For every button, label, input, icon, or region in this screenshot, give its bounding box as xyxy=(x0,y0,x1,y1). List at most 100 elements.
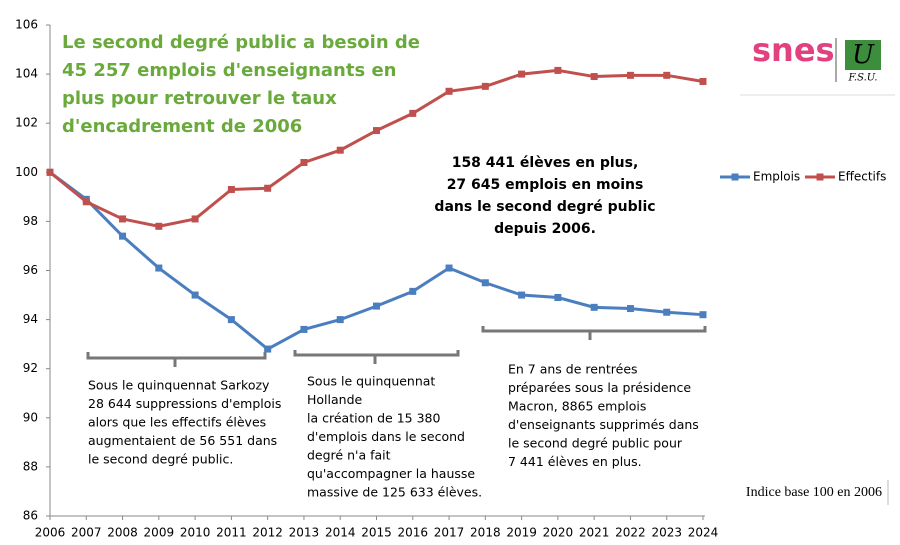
annotation-text: préparées sous la présidence xyxy=(508,380,691,395)
logo-fsu: F.S.U. xyxy=(848,73,878,84)
series-marker xyxy=(300,158,308,166)
series-marker xyxy=(336,316,344,324)
series-marker xyxy=(191,215,199,223)
x-tick-label: 2017 xyxy=(434,526,465,540)
annotation-text: augmentaient de 56 551 dans xyxy=(88,433,277,448)
x-tick-label: 2006 xyxy=(35,526,66,540)
series-marker xyxy=(518,70,526,78)
annotation-text: le second degré public pour xyxy=(508,436,683,451)
series-marker xyxy=(554,294,562,302)
series-marker xyxy=(300,325,308,333)
series-marker xyxy=(481,82,489,90)
series-marker xyxy=(663,71,671,79)
logo-snes: snes xyxy=(752,31,835,69)
logo-u: U xyxy=(852,40,875,70)
x-tick-label: 2024 xyxy=(688,526,719,540)
series-marker xyxy=(264,345,272,353)
series-marker xyxy=(518,291,526,299)
bracket-macron xyxy=(481,326,707,340)
series-marker xyxy=(481,279,489,287)
annotation-text: le second degré public. xyxy=(88,452,233,467)
bracket-hollande xyxy=(293,350,460,364)
x-tick-label: 2021 xyxy=(579,526,610,540)
series-marker xyxy=(119,232,127,240)
x-tick-label: 2014 xyxy=(325,526,356,540)
series-marker xyxy=(155,264,163,272)
brackets xyxy=(86,326,707,367)
note: Indice base 100 en 2006 xyxy=(746,485,882,500)
x-tick-label: 2020 xyxy=(543,526,574,540)
annotation-text: En 7 ans de rentrées xyxy=(508,362,638,377)
x-tick-label: 2012 xyxy=(252,526,283,540)
y-tick-label: 106 xyxy=(15,18,38,32)
series-marker xyxy=(699,77,707,85)
series-marker xyxy=(590,303,598,311)
series-marker xyxy=(554,66,562,74)
x-tick-label: 2013 xyxy=(289,526,320,540)
annotation-text: 7 441 élèves en plus. xyxy=(508,454,642,469)
annotation-text: alors que les effectifs élèves xyxy=(88,415,266,430)
y-tick-label: 94 xyxy=(23,312,38,326)
legend-marker xyxy=(731,173,739,181)
annotation-text: d'enseignants supprimés dans xyxy=(508,417,699,432)
legend-label: Effectifs xyxy=(838,170,886,184)
series-marker xyxy=(264,184,272,192)
x-tick-label: 2022 xyxy=(615,526,646,540)
annotation-text: la création de 15 380 xyxy=(307,411,440,426)
legend-label: Emplois xyxy=(753,170,800,184)
y-tick-label: 98 xyxy=(23,214,38,228)
x-tick-label: 2023 xyxy=(651,526,682,540)
chart-title: plus pour retrouver le taux xyxy=(62,88,337,109)
series-marker xyxy=(699,311,707,319)
x-tick-label: 2010 xyxy=(180,526,211,540)
annotation-text: Hollande xyxy=(307,392,363,407)
x-tick-label: 2015 xyxy=(361,526,392,540)
series-marker xyxy=(663,308,671,316)
y-tick-label: 100 xyxy=(15,165,38,179)
x-tick-label: 2018 xyxy=(470,526,501,540)
series-marker xyxy=(191,291,199,299)
y-tick-label: 102 xyxy=(15,116,38,130)
y-tick-label: 90 xyxy=(23,410,38,424)
x-tick-label: 2011 xyxy=(216,526,247,540)
chart-title: d'encadrement de 2006 xyxy=(62,116,302,137)
series-marker xyxy=(409,287,417,295)
series-marker xyxy=(626,305,634,313)
series-marker xyxy=(373,127,380,135)
y-tick-label: 96 xyxy=(23,263,38,277)
legend-marker xyxy=(816,173,824,181)
highlight-text: depuis 2006. xyxy=(494,221,596,237)
y-tick-label: 92 xyxy=(23,361,38,375)
x-tick-label: 2008 xyxy=(107,526,138,540)
series-marker xyxy=(336,146,344,154)
y-tick-label: 86 xyxy=(23,509,38,523)
annotation-text: d'emplois dans le second xyxy=(307,429,465,444)
chart-title: Le second degré public a besoin de xyxy=(62,32,420,53)
series-marker xyxy=(82,198,90,206)
x-tick-label: 2009 xyxy=(144,526,175,540)
highlight-text: dans le second degré public xyxy=(434,199,655,215)
logo-fsu-block xyxy=(845,40,881,70)
annotation-text: Macron, 8865 emplois xyxy=(508,399,646,414)
annotation-text: degré n'a fait xyxy=(307,448,391,463)
series-marker xyxy=(155,222,163,230)
annotation-text: 28 644 suppressions d'emplois xyxy=(88,396,281,411)
highlight-text: 27 645 emplois en moins xyxy=(447,177,644,193)
highlight-text: 158 441 élèves en plus, xyxy=(452,155,639,171)
series-marker xyxy=(626,71,634,79)
y-tick-label: 88 xyxy=(23,459,38,473)
chart-title: 45 257 emplois d'enseignants en xyxy=(62,60,396,81)
bracket-sarkozy xyxy=(86,352,267,367)
series-marker xyxy=(409,109,417,117)
series-marker xyxy=(227,185,235,193)
series-marker xyxy=(119,215,127,223)
series-marker xyxy=(227,316,235,324)
annotation-text: Sous le quinquennat xyxy=(307,374,435,389)
x-tick-label: 2019 xyxy=(506,526,537,540)
series-marker xyxy=(445,87,453,95)
x-tick-label: 2016 xyxy=(398,526,429,540)
x-tick-label: 2007 xyxy=(71,526,102,540)
series-marker xyxy=(590,73,598,81)
y-tick-label: 104 xyxy=(15,67,38,81)
